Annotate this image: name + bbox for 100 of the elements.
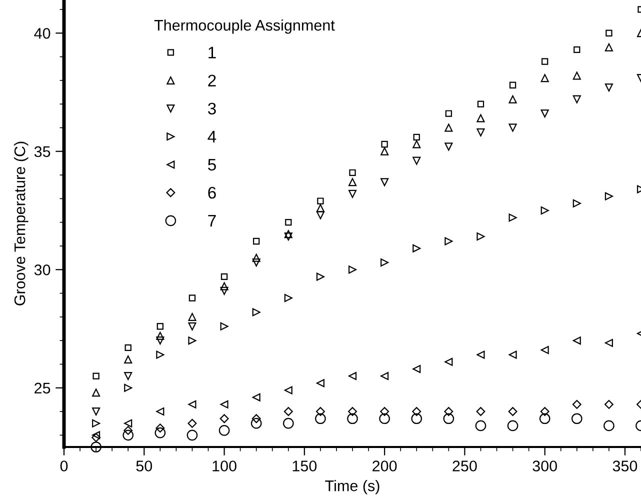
point <box>411 413 422 424</box>
point <box>348 178 357 186</box>
legend-label: 6 <box>208 186 216 199</box>
point <box>380 178 389 186</box>
x-tick-label: 350 <box>612 460 638 472</box>
point <box>156 336 164 345</box>
point <box>509 82 516 88</box>
legend-label: 2 <box>208 74 216 86</box>
point <box>540 407 550 416</box>
point <box>188 418 197 428</box>
point <box>188 336 196 345</box>
legend-label: 5 <box>208 158 216 171</box>
point <box>316 272 324 281</box>
point <box>188 400 196 408</box>
x-tick-label: 50 <box>136 460 152 472</box>
point <box>572 95 581 104</box>
legend-label: 7 <box>208 215 216 227</box>
point <box>444 237 453 246</box>
point <box>92 431 100 440</box>
x-tick-label: 200 <box>372 460 397 472</box>
point <box>476 114 485 122</box>
point <box>444 142 453 151</box>
point <box>380 258 389 267</box>
point <box>220 414 229 424</box>
point <box>348 372 357 380</box>
point <box>316 379 324 388</box>
point <box>572 400 582 409</box>
point <box>90 442 102 452</box>
point <box>316 407 325 416</box>
point <box>445 110 452 117</box>
point <box>606 30 612 36</box>
point <box>284 407 293 416</box>
y-tick-label: 30 <box>34 264 50 276</box>
point <box>92 433 101 442</box>
point <box>604 83 613 92</box>
point <box>124 355 132 364</box>
point <box>316 211 324 220</box>
point <box>252 414 261 424</box>
point <box>349 169 356 176</box>
point <box>92 419 100 428</box>
point <box>508 124 517 132</box>
point <box>220 322 228 330</box>
point <box>540 109 549 118</box>
point <box>347 413 358 424</box>
x-tick-label: 100 <box>212 460 236 472</box>
point <box>476 407 486 416</box>
point <box>124 426 133 435</box>
point <box>380 372 389 380</box>
x-axis-title: Time (s) <box>325 480 380 494</box>
point <box>412 140 421 148</box>
point <box>412 364 421 373</box>
point <box>572 72 581 80</box>
point <box>186 430 198 441</box>
point <box>540 346 549 354</box>
point <box>412 244 421 252</box>
point <box>443 413 454 424</box>
point <box>380 147 389 156</box>
point <box>539 413 550 424</box>
point <box>604 43 613 52</box>
point <box>252 258 260 267</box>
point <box>604 338 613 347</box>
point <box>284 232 292 241</box>
point <box>317 198 324 204</box>
point <box>477 100 484 108</box>
x-tick-label: 150 <box>292 460 317 472</box>
point <box>124 384 132 392</box>
point <box>124 419 132 428</box>
point <box>284 294 292 302</box>
y-tick-label: 35 <box>34 146 50 158</box>
point <box>156 424 165 433</box>
point <box>379 413 390 424</box>
x-tick-label: 250 <box>452 460 477 472</box>
point <box>476 232 485 241</box>
point <box>316 204 324 212</box>
point <box>156 323 164 330</box>
point <box>381 140 388 148</box>
point <box>220 282 228 290</box>
point <box>413 134 420 141</box>
point <box>348 190 357 198</box>
point <box>188 312 196 321</box>
point <box>284 230 292 238</box>
x-tick-label: 300 <box>532 460 557 472</box>
point <box>476 128 485 136</box>
point <box>284 386 292 394</box>
point <box>220 273 228 280</box>
point <box>475 420 486 432</box>
point <box>508 95 517 104</box>
y-tick-label: 25 <box>34 382 50 394</box>
point <box>156 407 164 416</box>
legend-label: 3 <box>208 102 216 115</box>
y-axis-title: Groove Temperature (C) <box>14 142 28 306</box>
legend-label: 4 <box>208 130 216 142</box>
x-tick-label: 0 <box>60 460 68 472</box>
point <box>604 400 614 409</box>
point <box>571 413 582 424</box>
point <box>348 407 357 416</box>
point <box>92 407 100 416</box>
point <box>572 199 581 208</box>
point <box>156 332 164 340</box>
point <box>348 266 357 274</box>
